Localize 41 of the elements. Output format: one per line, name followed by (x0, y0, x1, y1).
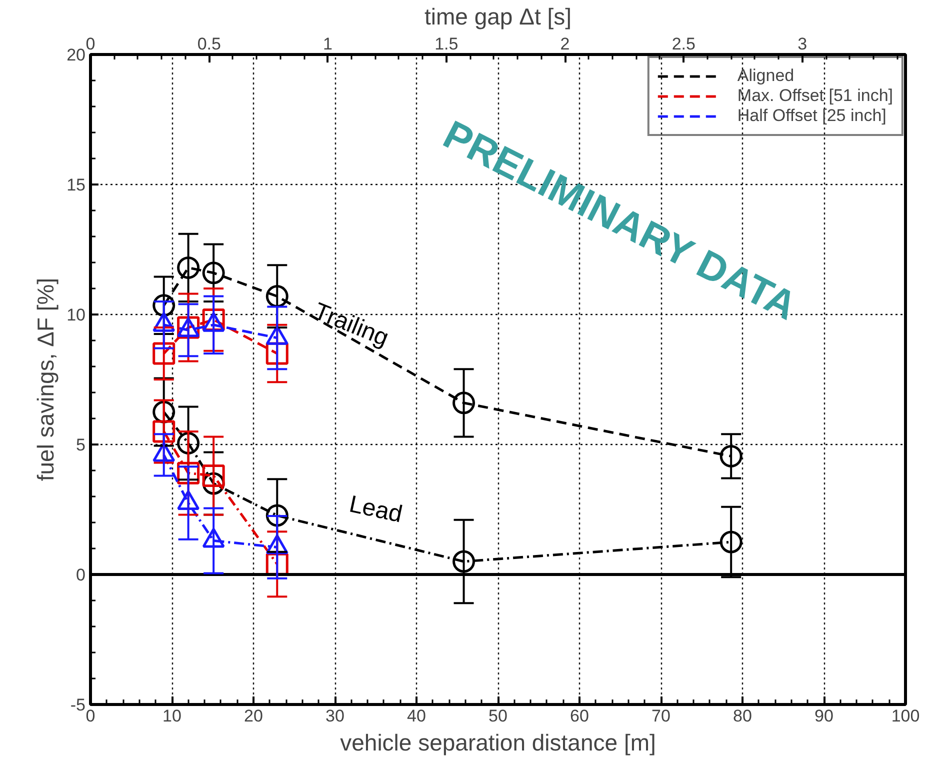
point (202, 464, 225, 487)
point (152, 420, 176, 443)
y-tick-label: 20 (66, 46, 86, 64)
x-tick-label: 70 (652, 706, 670, 726)
x-tick-label: 40 (407, 706, 426, 726)
x-axis-title: vehicle separation distance [m] (340, 730, 656, 756)
x2-tick-label: 0.5 (197, 34, 221, 54)
legend-label: Max. Offset [51 inch] (737, 86, 893, 106)
x2-tick-label: 3 (798, 34, 808, 54)
y-tick-label: 15 (66, 176, 86, 194)
x2-tick-label: 1.5 (434, 34, 458, 54)
y-tick-label: 10 (66, 306, 86, 324)
x-tick-label: 90 (814, 706, 834, 726)
point (720, 530, 742, 554)
point (152, 342, 176, 365)
y-tick-label: -5 (70, 696, 86, 714)
point (452, 550, 476, 573)
y-tick-label: 5 (76, 436, 86, 454)
point (177, 432, 200, 454)
x-tick-label: 80 (733, 706, 752, 726)
x-tick-label: 60 (570, 706, 589, 726)
y-axis-title: fuel savings, ΔF [%] (32, 278, 59, 482)
y-tick-label: 0 (76, 566, 86, 584)
annotation: Lead (346, 490, 405, 528)
x2-axis-title: time gap Δt [s] (424, 4, 572, 30)
point (452, 392, 476, 414)
legend-label: Half Offset [25 inch] (737, 106, 886, 126)
x2-tick-label: 2 (560, 34, 570, 54)
legend-label: Aligned (737, 66, 794, 86)
point (177, 256, 200, 279)
x-tick-label: 50 (488, 706, 508, 726)
x-tick-label: 100 (891, 706, 920, 726)
point (266, 504, 288, 527)
x-tick-label: 20 (244, 706, 263, 726)
x2-tick-label: 1 (323, 34, 333, 54)
point (202, 262, 225, 284)
point (177, 462, 200, 484)
x2-tick-label: 2.5 (672, 34, 696, 54)
x-tick-label: 10 (162, 706, 182, 726)
x-tick-label: 30 (326, 706, 344, 726)
point (720, 444, 742, 468)
